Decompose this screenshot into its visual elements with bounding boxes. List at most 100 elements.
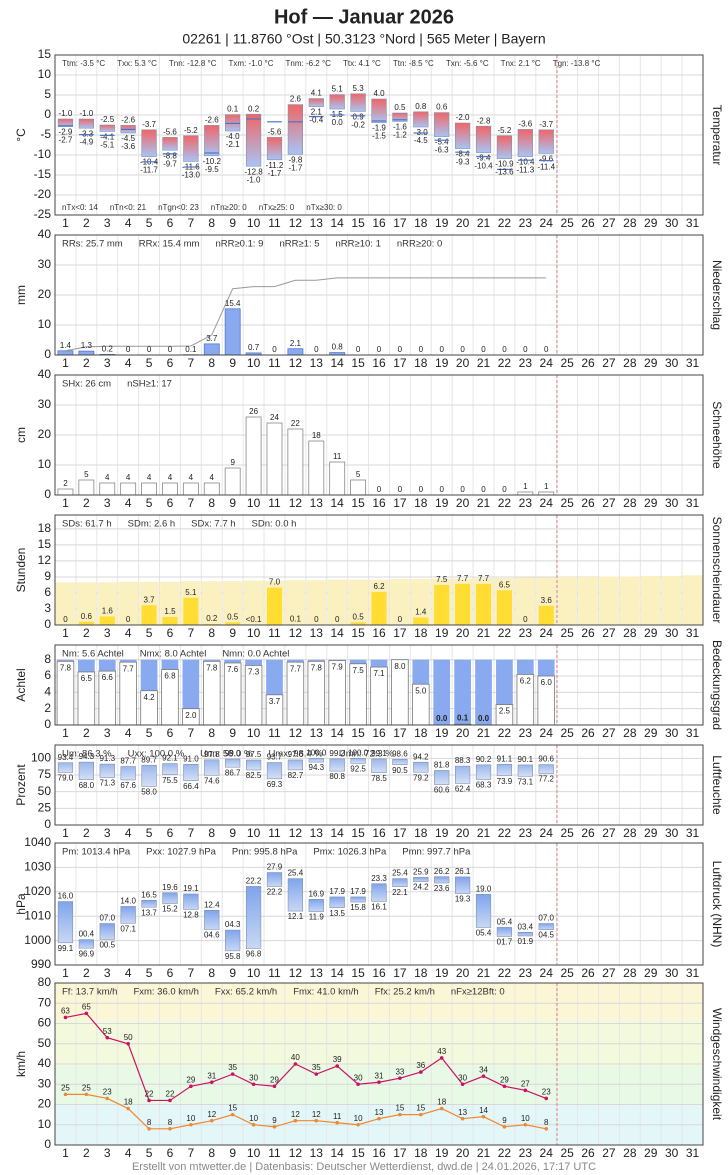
value-label: 0	[481, 345, 486, 354]
y-tick-label: 6	[44, 668, 51, 682]
x-tick-label: 4	[125, 826, 132, 840]
value-label: 13	[375, 1108, 384, 1117]
x-tick-label: 13	[310, 626, 324, 640]
x-tick-label: 5	[146, 356, 153, 370]
range-box	[308, 98, 324, 107]
bar	[222, 581, 243, 625]
point	[84, 1092, 89, 1097]
value-label: 0.5	[394, 103, 406, 112]
point	[147, 1127, 151, 1131]
value-label: 0.0	[478, 714, 490, 723]
point	[209, 1080, 214, 1085]
value-label: 7.7	[478, 574, 490, 583]
x-tick-label: 19	[435, 626, 449, 640]
value-label: 33	[395, 1067, 404, 1076]
x-tick-label: 6	[167, 356, 174, 370]
range-box	[99, 124, 115, 132]
point	[189, 1084, 193, 1089]
value-label: 68.0	[79, 781, 95, 790]
range-box	[475, 893, 492, 928]
statistic: nFx≥12Bft: 0	[451, 987, 505, 998]
x-tick-label: 1	[62, 1146, 69, 1160]
value-label: -3.6	[518, 120, 532, 129]
x-tick-label: 22	[498, 966, 512, 980]
value-label: 93.4	[58, 753, 74, 762]
statistic: Ffx: 25.2 km/h	[375, 987, 435, 998]
y-tick-label: 50	[38, 784, 52, 798]
value-label: -9.8	[288, 155, 302, 164]
value-label: -4.5	[121, 134, 135, 143]
x-tick-label: 1	[62, 496, 69, 510]
value-label: 94.3	[79, 752, 95, 761]
value-label: 80.8	[329, 772, 345, 781]
value-label: 1.4	[60, 341, 72, 350]
bar	[141, 482, 157, 496]
y-tick-label: 40	[38, 227, 52, 241]
range-box	[183, 135, 199, 162]
value-label: -11.4	[537, 163, 555, 172]
bar	[78, 350, 95, 356]
x-tick-label: 24	[540, 356, 554, 370]
value-label: 22	[291, 419, 300, 428]
value-label: 9	[230, 458, 235, 467]
x-tick-label: 14	[331, 826, 345, 840]
value-label: 22.1	[392, 888, 408, 897]
x-tick-label: 4	[125, 496, 132, 510]
value-label: 12.4	[204, 900, 220, 909]
range-box	[350, 758, 366, 764]
value-label: 77.2	[538, 775, 554, 784]
value-label: 0	[168, 345, 173, 354]
y-tick-label: 15	[38, 537, 52, 551]
x-tick-label: 24	[540, 1146, 554, 1160]
bar	[348, 579, 368, 625]
statistic: nRR≥1: 5	[279, 239, 319, 250]
y-tick-label: 4	[44, 685, 51, 699]
x-tick-label: 6	[167, 726, 174, 740]
x-tick-label: 21	[477, 356, 491, 370]
x-tick-label: 29	[644, 726, 658, 740]
x-tick-label: 30	[665, 1146, 679, 1160]
plot-border	[54, 54, 704, 216]
point	[126, 1041, 130, 1046]
bar	[183, 597, 199, 625]
statistic: nTx<0: 14	[62, 203, 98, 212]
x-tick-label: 9	[229, 216, 236, 230]
range-box	[120, 906, 136, 924]
x-tick-label: 24	[540, 496, 554, 510]
value-label: 6.8	[164, 672, 176, 681]
panel-title: Sonnenscheindauer	[710, 517, 724, 624]
x-tick-label: 5	[146, 216, 153, 230]
value-label: 1.4	[415, 608, 427, 617]
value-label: 17.9	[329, 887, 345, 896]
range-box	[329, 758, 345, 772]
point	[251, 1122, 256, 1127]
bar	[141, 605, 157, 625]
x-tick-label: 2	[83, 496, 90, 510]
x-tick-label: 2	[83, 626, 90, 640]
value-label: 25.4	[288, 869, 304, 878]
statistic: Ttn: -8.5 °C	[393, 59, 434, 68]
x-tick-label: 30	[665, 626, 679, 640]
value-label: 6.5	[499, 580, 511, 589]
y-tick-label: 0	[44, 487, 51, 501]
bar	[118, 581, 138, 625]
x-tick-label: 14	[331, 356, 345, 370]
value-label: 04.5	[538, 931, 554, 940]
x-tick-label: 2	[83, 966, 90, 980]
value-label: 16.9	[309, 889, 325, 898]
x-tick-label: 29	[644, 216, 658, 230]
x-tick-label: 23	[519, 966, 533, 980]
x-tick-label: 28	[623, 966, 637, 980]
x-tick-label: 17	[393, 496, 407, 510]
x-tick-label: 30	[665, 826, 679, 840]
value-label: 100.0	[348, 748, 369, 757]
x-tick-label: 23	[519, 826, 533, 840]
range-box	[517, 932, 533, 937]
y-tick-label: 60	[38, 1016, 52, 1030]
value-label: 7.5	[353, 666, 365, 675]
point	[105, 1035, 110, 1040]
value-label: 73.1	[518, 777, 534, 786]
value-label: -1.0	[79, 109, 93, 118]
x-tick-label: 15	[351, 966, 365, 980]
value-label: 2	[63, 479, 68, 488]
